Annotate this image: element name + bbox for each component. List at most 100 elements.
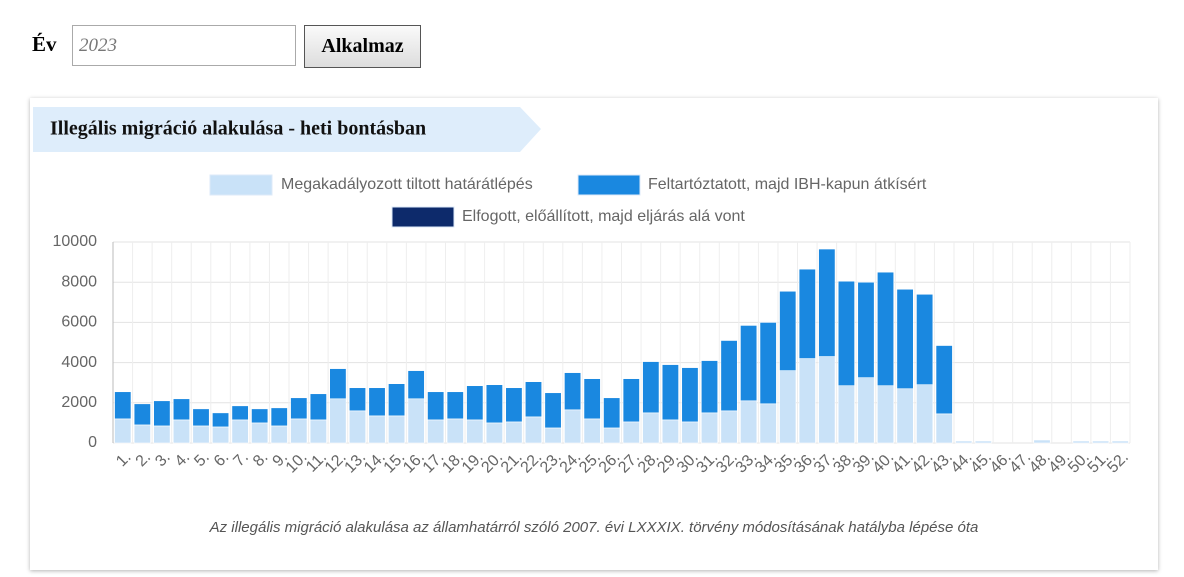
bar-segment — [388, 415, 406, 444]
bar-segment — [564, 372, 582, 411]
bar-segment — [544, 392, 562, 429]
bar-segment — [779, 370, 797, 444]
bar-segment — [857, 377, 875, 444]
y-tick-label: 0 — [88, 434, 97, 451]
bar-segment — [935, 413, 953, 444]
y-tick-label: 4000 — [61, 354, 97, 371]
bar-segment — [309, 393, 327, 421]
bar-segment — [329, 398, 347, 444]
bar-segment — [466, 385, 484, 421]
bar-segment — [759, 322, 777, 405]
bar-segment — [407, 398, 425, 444]
bar-segment — [446, 391, 464, 420]
bar-segment — [388, 383, 406, 417]
bar-segment — [857, 281, 875, 378]
bar-segment — [603, 427, 621, 444]
bar-segment — [1033, 439, 1051, 444]
bar-segment — [896, 388, 914, 444]
bar-segment — [348, 387, 366, 412]
bar-segment — [564, 409, 582, 444]
bar-segment — [133, 403, 151, 426]
bar-segment — [642, 412, 660, 444]
bar-segment — [1111, 440, 1129, 444]
bar-segment — [661, 364, 679, 421]
x-tick-label: 6. — [211, 449, 232, 470]
title-banner — [33, 107, 541, 152]
bar-segment — [837, 385, 855, 444]
bar-segment — [192, 425, 210, 444]
year-input[interactable]: 2023 — [72, 25, 296, 66]
bar-segment — [642, 361, 660, 414]
bar-segment — [661, 419, 679, 444]
bar-segment — [153, 400, 171, 427]
x-tick-label: 7. — [230, 449, 251, 470]
bar-segment — [270, 425, 288, 444]
bar-segment — [368, 387, 386, 417]
bar-segment — [446, 418, 464, 444]
bar-segment — [759, 403, 777, 444]
bar-segment — [485, 384, 503, 424]
legend-label: Feltartóztatott, majd IBH-kapun átkísért — [648, 176, 927, 193]
bar-segment — [877, 271, 895, 387]
bar-segment — [348, 410, 366, 444]
legend-swatch — [391, 206, 455, 228]
bar-segment — [290, 397, 308, 420]
x-tick-label: 4. — [172, 449, 193, 470]
bar-segment — [192, 408, 210, 427]
bar-segment — [329, 368, 347, 400]
bar-segment — [427, 391, 445, 421]
bar-segment — [172, 398, 190, 421]
x-tick-label: 2. — [133, 449, 154, 470]
bar-segment — [622, 421, 640, 444]
bar-segment — [212, 412, 230, 428]
bar-segment — [798, 268, 816, 359]
bar-segment — [172, 419, 190, 444]
x-tick-label: 52. — [1104, 449, 1132, 477]
legend-swatch — [577, 174, 641, 196]
bar-segment — [368, 415, 386, 444]
bar-segment — [251, 408, 269, 424]
apply-button[interactable]: Alkalmaz — [304, 25, 421, 68]
bar-segment — [974, 440, 992, 444]
bar-segment — [290, 418, 308, 444]
bar-segment — [622, 378, 640, 423]
bar-segment — [505, 387, 523, 423]
y-tick-label: 8000 — [61, 273, 97, 290]
bar-segment — [877, 385, 895, 444]
y-tick-label: 2000 — [61, 394, 97, 411]
bar-segment — [935, 345, 953, 415]
x-tick-label: 1. — [113, 449, 134, 470]
bar-segment — [583, 418, 601, 444]
bar-segment — [720, 410, 738, 444]
bar-segment — [270, 407, 288, 427]
bar-segment — [231, 419, 249, 444]
bar-segment — [779, 290, 797, 371]
bar-segment — [212, 426, 230, 444]
bar-segment — [524, 381, 543, 418]
bar-segment — [1072, 440, 1090, 444]
x-tick-label: 3. — [152, 449, 173, 470]
legend-label: Elfogott, előállított, majd eljárás alá … — [462, 208, 745, 225]
caption: Az illegális migráció alakulása az állam… — [209, 519, 979, 536]
bar-segment — [818, 356, 836, 444]
y-tick-label: 6000 — [61, 314, 97, 331]
bar-segment — [700, 412, 719, 444]
bar-segment — [681, 421, 699, 444]
bar-segment — [251, 422, 269, 444]
bar-segment — [896, 288, 914, 390]
bar-segment — [466, 419, 484, 444]
bar-segment — [740, 400, 758, 444]
chart-title: Illegális migráció alakulása - heti bont… — [50, 118, 426, 140]
bar-segment — [955, 440, 973, 444]
bar-segment — [427, 419, 445, 444]
bar-segment — [798, 358, 816, 444]
bar-segment — [524, 416, 543, 444]
bar-segment — [818, 248, 836, 357]
bar-segment — [407, 370, 425, 400]
bar-segment — [916, 293, 934, 386]
bar-segment — [485, 422, 503, 444]
bar-segment — [133, 424, 151, 444]
bar-segment — [153, 425, 171, 444]
